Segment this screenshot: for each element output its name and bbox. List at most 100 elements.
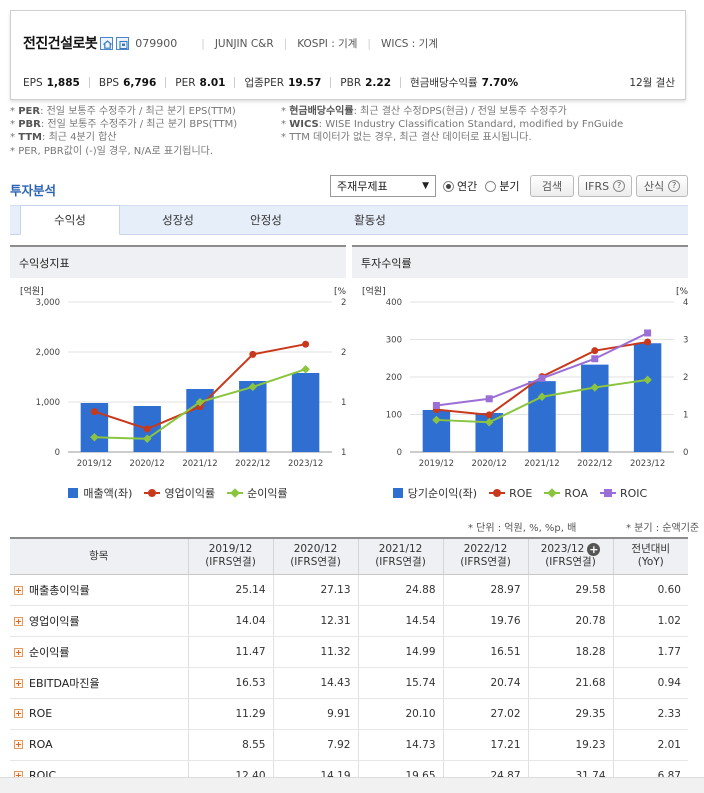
search-button[interactable]: 검색 xyxy=(530,175,574,197)
table-cell: 29.35 xyxy=(527,698,613,730)
point-mark[interactable] xyxy=(432,415,441,425)
x-tick-label: 2019/12 xyxy=(77,459,112,469)
legend-label: 영업이익률 xyxy=(164,487,216,500)
home-icon[interactable] xyxy=(100,36,114,50)
tab-stability[interactable]: 안정성 xyxy=(250,213,282,227)
point-mark[interactable] xyxy=(484,418,494,427)
building-icon[interactable] xyxy=(116,36,130,50)
table-cell: 27.02 xyxy=(442,698,528,730)
legend-marker xyxy=(603,489,612,497)
x-tick-label: 2020/12 xyxy=(472,459,507,469)
legend-item[interactable]: 순이익률 xyxy=(227,485,288,501)
point-mark[interactable] xyxy=(196,403,204,411)
point-mark[interactable] xyxy=(90,408,98,416)
y-right-tick-label: 25 xyxy=(341,298,346,308)
horizontal-scrollbar[interactable] xyxy=(0,777,704,793)
legend-item[interactable]: 매출액(좌) xyxy=(68,485,132,501)
table-cell: 0.60 xyxy=(612,574,688,606)
y-left-tick-label: 300 xyxy=(386,336,402,346)
row-label-cell[interactable]: 매출총이익률 xyxy=(10,574,188,606)
tab-activity[interactable]: 활동성 xyxy=(354,213,386,227)
point-mark[interactable] xyxy=(142,434,152,444)
legend-item[interactable]: 영업이익률 xyxy=(144,485,215,501)
point-mark[interactable] xyxy=(302,340,310,348)
radio-annual[interactable] xyxy=(443,180,454,192)
tab-profitability[interactable]: 수익성 xyxy=(20,205,120,235)
expand-columns-icon[interactable]: + xyxy=(587,543,601,557)
point-mark[interactable] xyxy=(644,329,652,337)
point-mark[interactable] xyxy=(485,395,493,403)
expand-plus-icon[interactable] xyxy=(14,709,23,718)
row-label-cell[interactable]: 영업이익률 xyxy=(10,605,188,637)
radio-quarter[interactable] xyxy=(485,180,497,192)
expand-plus-icon[interactable] xyxy=(14,585,23,595)
point-mark[interactable] xyxy=(249,350,257,358)
legend-item[interactable]: 당기순이익(좌) xyxy=(392,485,477,501)
radio-quarter-label[interactable]: 분기 xyxy=(499,180,520,193)
y-left-tick-label: 1,000 xyxy=(36,398,60,408)
expand-plus-icon[interactable] xyxy=(14,740,23,749)
column-header-2021: 2021/12 (IFRS연결) xyxy=(357,537,443,575)
point-mark[interactable] xyxy=(644,338,652,346)
expand-plus-icon[interactable] xyxy=(14,616,23,626)
table-cell: 11.29 xyxy=(187,698,273,730)
y-right-tick-label: 20 xyxy=(683,373,688,383)
row-label-cell[interactable]: EBITDA마진율 xyxy=(10,667,188,699)
point-mark[interactable] xyxy=(143,425,151,433)
statement-select[interactable]: 주재무제표 ▼ xyxy=(330,175,436,197)
table-cell: 12.31 xyxy=(272,605,358,637)
point-mark[interactable] xyxy=(301,364,310,374)
point-mark[interactable] xyxy=(485,411,493,419)
ifrs-button-label: IFRS xyxy=(584,179,610,193)
profitability-table: 항목 2019/12 (IFRS연결) 2020/12 (IFRS연결) 2021/… xyxy=(10,537,688,792)
table-cell: 15.74 xyxy=(357,667,443,699)
settlement-month: 12월 결산 xyxy=(629,77,675,89)
note-item: * PBR: 전일 보통주 수정주가 / 최근 분기 BPS(TTM) xyxy=(10,119,238,131)
radio-annual-label[interactable]: 연간 xyxy=(457,180,478,193)
point-mark[interactable] xyxy=(90,433,99,442)
expand-plus-icon[interactable] xyxy=(14,647,23,657)
point-mark[interactable] xyxy=(432,402,440,409)
legend-label: 순이익률 xyxy=(247,487,288,500)
expand-plus-icon[interactable] xyxy=(14,678,23,688)
table-cell: 20.10 xyxy=(357,698,443,730)
return-chart-legend: 당기순이익(좌) ROE ROA ROIC xyxy=(352,485,688,501)
table-cell: 14.99 xyxy=(357,636,443,668)
table-cell: 9.91 xyxy=(272,698,358,730)
legend-item[interactable]: ROIC xyxy=(599,487,647,500)
point-mark[interactable] xyxy=(591,355,599,363)
point-mark[interactable] xyxy=(591,347,599,355)
y-left-tick-label: 3,000 xyxy=(36,298,60,308)
note-item: * TTM 데이터가 없는 경우, 최근 결산 데이터로 표시됩니다. xyxy=(281,132,532,144)
legend-marker xyxy=(547,488,558,498)
formula-button[interactable]: 산식? xyxy=(636,175,688,197)
tab-growth[interactable]: 성장성 xyxy=(162,213,194,227)
row-label-cell[interactable]: 순이익률 xyxy=(10,636,188,668)
row-label-cell[interactable]: ROA xyxy=(10,729,188,761)
return-chart-panel: 투자수익률 [억원] [%] 0 0 100 10 200 20 300 30 400 40 2019/… xyxy=(352,245,688,505)
y-right-tick-label: 0 xyxy=(683,448,688,458)
return-chart: [억원] [%] 0 0 100 10 200 20 300 30 400 40 2019/12 2020… xyxy=(362,285,688,469)
statement-select-value: 주재무제표 xyxy=(337,180,388,193)
bar-mark[interactable] xyxy=(239,381,267,452)
x-tick-label: 2021/12 xyxy=(182,459,217,469)
bar-mark[interactable] xyxy=(528,381,556,452)
ifrs-button[interactable]: IFRS? xyxy=(578,175,632,197)
row-label-cell[interactable]: ROE xyxy=(10,698,188,730)
table-cell: 1.77 xyxy=(612,636,688,668)
point-mark[interactable] xyxy=(643,375,652,385)
bar-mark[interactable] xyxy=(291,373,320,452)
table-row: 순이익률 11.47 11.32 14.99 16.51 18.28 1.77 xyxy=(10,636,688,668)
y-left-tick-label: 0 xyxy=(55,448,60,458)
table-row: ROA 8.55 7.92 14.73 17.21 19.23 2.01 xyxy=(10,729,688,761)
column-header-yoy: 전년대비 (YoY) xyxy=(612,537,688,575)
row-label: ROE xyxy=(29,707,53,720)
table-cell: 0.94 xyxy=(612,667,688,699)
point-mark[interactable] xyxy=(538,374,546,382)
bar-mark[interactable] xyxy=(633,343,662,452)
legend-item[interactable]: ROE xyxy=(489,487,532,500)
legend-item[interactable]: ROA xyxy=(544,487,588,500)
legend-line-swatch xyxy=(489,488,506,498)
bar-mark[interactable] xyxy=(581,364,609,452)
section-title: 투자분석 xyxy=(10,183,57,198)
